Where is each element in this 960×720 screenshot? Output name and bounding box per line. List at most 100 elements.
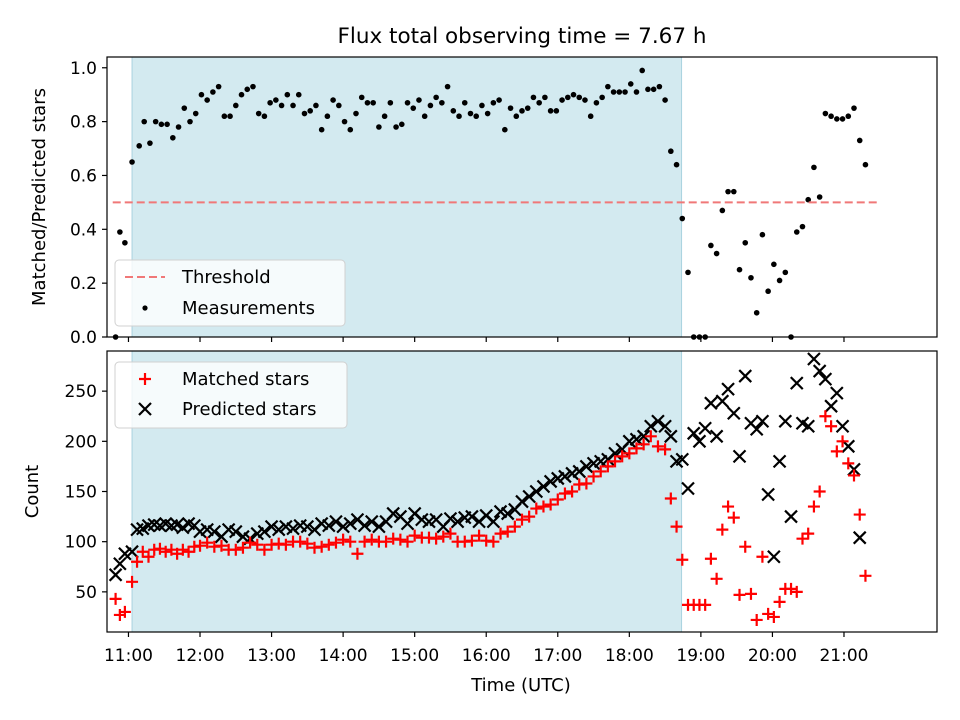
matched-point	[508, 520, 521, 533]
measurement-point	[416, 97, 422, 103]
chart-title: Flux total observing time = 7.67 h	[338, 24, 707, 49]
predicted-point	[636, 429, 651, 444]
matched-point	[473, 529, 486, 542]
predicted-point	[686, 426, 701, 441]
matched-point	[609, 455, 622, 468]
measurement-point	[404, 99, 411, 106]
measurement-point	[599, 94, 605, 101]
measurement-point	[542, 94, 548, 101]
matched-point	[530, 502, 543, 515]
measurement-point	[141, 118, 148, 125]
measurement-point	[828, 113, 834, 120]
predicted-point	[675, 452, 690, 467]
measurement-point	[227, 113, 233, 120]
measurements-legend-swatch	[142, 305, 148, 311]
predicted-point	[732, 449, 747, 464]
matched-point	[670, 520, 683, 533]
bottom-y-tick-label: 100	[65, 533, 97, 553]
matched-point	[848, 469, 860, 482]
predicted-point	[558, 469, 572, 484]
matched-point	[630, 442, 643, 455]
measurement-point	[748, 274, 754, 281]
top-plot-area	[112, 67, 869, 340]
top-y-tick-label: 0.4	[70, 220, 97, 240]
measurement-point	[221, 113, 228, 120]
x-tick-label: 20:00	[748, 646, 797, 666]
matched-point	[315, 540, 328, 553]
measurement-point	[484, 110, 491, 117]
matched-legend-label: Matched stars	[182, 369, 309, 390]
measurement-point	[771, 261, 777, 268]
predicted-point	[692, 434, 707, 449]
matched-point	[236, 541, 249, 554]
predicted-point	[536, 479, 551, 494]
matched-point	[294, 535, 307, 548]
predicted-point	[229, 524, 243, 539]
matched-point	[337, 533, 350, 546]
matched-point	[587, 470, 600, 483]
x-tick-label: 14:00	[319, 646, 368, 666]
measurement-point	[805, 196, 812, 203]
measurement-point	[129, 159, 135, 165]
measurement-point	[255, 110, 262, 117]
matched-point	[258, 543, 271, 556]
matched-point	[516, 513, 528, 526]
bottom-legend-box	[114, 361, 348, 429]
measurement-point	[278, 102, 285, 109]
measurement-point	[398, 121, 405, 128]
measurement-point	[776, 277, 783, 284]
measurement-point	[679, 215, 686, 222]
matched-point	[494, 527, 507, 540]
predicted-point	[715, 394, 730, 408]
predicted-point	[465, 509, 479, 524]
measurement-point	[267, 99, 273, 106]
predicted-point	[386, 506, 400, 521]
predicted-point	[755, 414, 770, 429]
predicted-point	[704, 396, 718, 410]
matched-point	[727, 511, 740, 524]
measurement-point	[158, 121, 165, 128]
measurement-point	[387, 99, 394, 106]
measurement-point	[330, 97, 336, 103]
measurement-point	[192, 110, 199, 117]
top-legend-box	[114, 259, 346, 327]
measurement-point	[284, 91, 291, 98]
predicted-point	[300, 519, 315, 534]
bottom-y-tick-label: 150	[65, 483, 97, 503]
measurement-point	[261, 113, 268, 120]
matched-point	[802, 527, 815, 540]
matched-point	[830, 445, 843, 458]
x-axis-label: Time (UTC)	[470, 675, 571, 696]
bottom-y-tick-label: 50	[75, 583, 97, 603]
predicted-point	[847, 462, 861, 477]
predicted-point	[450, 514, 465, 529]
measurement-point	[187, 118, 193, 125]
measurement-point	[467, 110, 474, 117]
measurement-point	[765, 288, 771, 295]
predicted-point	[738, 369, 753, 383]
measurement-point	[662, 97, 668, 103]
matched-point	[733, 588, 746, 601]
matched-point	[767, 610, 780, 623]
matched-point	[279, 538, 292, 551]
predicted-legend-label: Predicted stars	[182, 399, 316, 420]
measurement-point	[862, 161, 869, 168]
predicted-point	[801, 419, 815, 434]
predicted-point	[264, 519, 279, 534]
matched-legend-marker	[139, 373, 151, 385]
matched-point	[176, 543, 189, 556]
matched-point	[487, 535, 500, 548]
matched-point	[601, 460, 614, 473]
matched-point	[785, 582, 798, 595]
measurement-point	[147, 140, 153, 146]
matched-point	[201, 536, 214, 549]
measurement-point	[295, 91, 302, 98]
measurement-point	[839, 116, 846, 122]
matched-point	[344, 535, 357, 548]
measurement-point	[645, 86, 651, 93]
bottom-plot-area	[108, 352, 872, 626]
measurement-point	[456, 113, 462, 120]
measurement-point	[719, 207, 726, 214]
predicted-point	[658, 419, 672, 434]
x-tick-label: 15:00	[390, 646, 439, 666]
